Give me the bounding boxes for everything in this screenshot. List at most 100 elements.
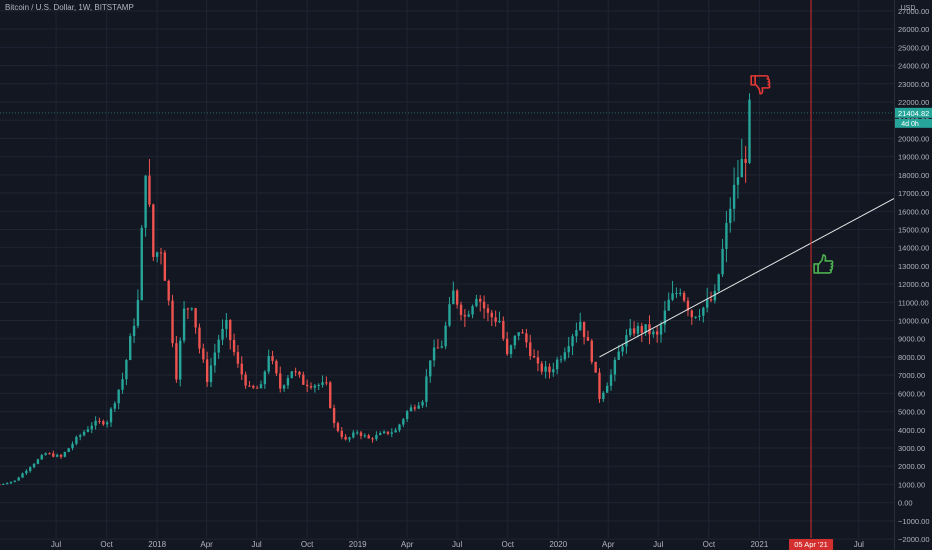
price-axis-background	[894, 0, 932, 550]
candle-body	[63, 452, 67, 457]
price-tick-label: 22000.00	[898, 98, 929, 107]
candle-body	[75, 436, 78, 444]
candle-body	[467, 314, 470, 317]
time-tick-label: 2021	[750, 540, 768, 549]
candle-body	[729, 208, 732, 224]
candle-body	[667, 299, 670, 311]
candle-body	[517, 332, 520, 336]
date-marker-label: 05 Apr '21	[794, 540, 828, 549]
candle-body	[405, 411, 409, 420]
candle-body	[205, 359, 209, 383]
candle-body	[294, 371, 297, 373]
candle-body	[682, 293, 686, 301]
candle-body	[271, 356, 274, 361]
current-price-label: 21404.82	[898, 109, 929, 118]
price-tick-label: 23000.00	[898, 80, 929, 89]
candle-body	[152, 204, 155, 257]
candle-body	[267, 356, 270, 372]
candle-body	[375, 434, 378, 440]
price-axis[interactable]: 27000.00 26000.00 25000.00 24000.00 23000.00…	[894, 0, 932, 550]
candle-body	[409, 407, 413, 412]
candle-body	[609, 374, 613, 386]
price-tick-label: 12000.00	[898, 280, 929, 289]
candle-body	[336, 423, 340, 431]
candle-body	[67, 448, 70, 453]
candle-body	[613, 359, 617, 375]
candle-body	[163, 252, 167, 281]
candle-body	[344, 436, 347, 440]
candle-body	[629, 328, 632, 336]
candle-body	[179, 340, 182, 380]
price-tick-label: 11000.00	[898, 298, 929, 307]
candle-body	[348, 437, 351, 440]
candle-body	[502, 321, 505, 339]
candle-body	[555, 359, 559, 370]
candle-body	[671, 293, 674, 300]
candle-body	[386, 431, 390, 434]
candle-body	[652, 331, 655, 335]
candle-body	[140, 227, 143, 301]
candle-body	[602, 392, 605, 400]
candle-body	[90, 425, 93, 430]
candle-body	[148, 175, 151, 205]
candle-body	[221, 328, 224, 340]
candle-body	[544, 366, 547, 372]
candle-body	[663, 310, 667, 325]
candle-body	[55, 454, 59, 457]
price-tick-label: 10000.00	[898, 317, 929, 326]
candle-body	[455, 290, 459, 305]
candle-body	[471, 306, 474, 315]
countdown-badge	[895, 118, 932, 128]
candle-body	[548, 366, 551, 373]
time-tick-label: Jul	[854, 540, 864, 549]
candle-body	[448, 304, 451, 326]
candle-body	[575, 330, 578, 337]
candle-body	[248, 385, 251, 387]
candle-body	[540, 363, 543, 372]
candle-body	[321, 382, 324, 385]
price-tick-label: 27000.00	[898, 7, 929, 16]
candle-body	[102, 421, 105, 425]
price-tick-label: 4000.00	[898, 426, 925, 435]
candle-body	[132, 325, 136, 337]
candle-body	[425, 376, 428, 402]
candle-body	[579, 321, 582, 331]
candle-body	[313, 385, 317, 388]
candle-body	[521, 332, 524, 334]
candle-body	[225, 319, 228, 329]
candle-body	[655, 331, 659, 335]
price-tick-label: 25000.00	[898, 43, 929, 52]
candle-body	[0, 484, 1, 486]
candle-body	[617, 351, 620, 360]
candle-body	[505, 338, 509, 355]
candle-body	[29, 467, 32, 471]
candle-body	[625, 335, 628, 347]
candle-body	[525, 333, 528, 343]
candle-body	[190, 308, 193, 310]
candle-body	[567, 346, 570, 353]
candle-body	[109, 408, 113, 423]
candle-body	[559, 359, 563, 361]
candle-body	[167, 280, 170, 301]
price-tick-label: 20000.00	[898, 134, 929, 143]
candle-body	[282, 385, 286, 389]
candle-body	[413, 407, 417, 409]
candle-body	[352, 432, 355, 438]
time-tick-label: Jul	[653, 540, 663, 549]
time-tick-label: Apr	[401, 540, 414, 549]
candle-body	[71, 443, 74, 449]
candle-body	[309, 386, 313, 388]
time-tick-label: Oct	[501, 540, 514, 549]
candle-body	[144, 175, 147, 228]
price-tick-label: 13000.00	[898, 262, 929, 271]
candle-body	[155, 252, 159, 257]
price-tick-label: 1000.00	[898, 480, 925, 489]
candle-body	[417, 405, 420, 409]
time-axis[interactable]: Jul Oct 2018 Apr Jul Oct 2019 Apr Jul Oct 2020 Apr J…	[51, 539, 864, 550]
candle-body	[529, 342, 532, 357]
candle-body	[171, 300, 174, 344]
candle-body	[125, 359, 128, 380]
candle-body	[605, 385, 609, 393]
candle-body	[732, 184, 736, 209]
